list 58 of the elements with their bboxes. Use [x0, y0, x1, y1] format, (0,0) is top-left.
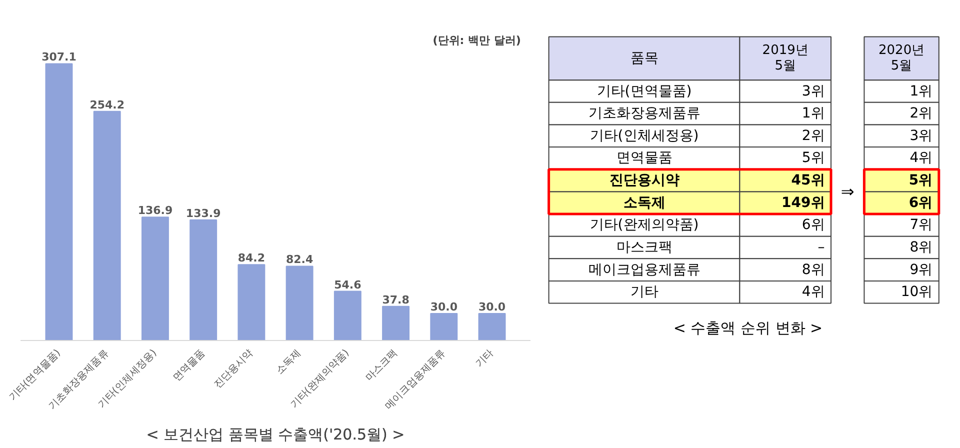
bar: [286, 266, 314, 340]
data-label: 3위: [910, 128, 933, 144]
data-label: 307.1: [42, 50, 76, 64]
bar: [430, 312, 458, 340]
category-label: 소독제: [623, 194, 666, 211]
text: 품목: [630, 50, 658, 66]
bar: [478, 312, 506, 340]
text: < 보건산업 품목별 수출액('20.5월) >: [146, 426, 405, 444]
data-label: 5위: [908, 172, 933, 189]
bar: [93, 110, 121, 340]
bar: [190, 219, 218, 340]
category-label: 기타: [630, 284, 658, 300]
text: < 수출액 순위 변화 >: [673, 319, 823, 338]
category-label: 진단용시약: [609, 172, 680, 189]
bar: [45, 63, 73, 340]
data-label: 6위: [802, 217, 825, 234]
data-label: 1위: [910, 83, 933, 100]
text: (단위: 백만 달러): [432, 34, 521, 48]
data-label: 3위: [802, 83, 825, 100]
data-label: 8위: [910, 240, 933, 256]
category-label: 기타(면역물품): [596, 83, 692, 100]
category-label: 기타(인체세정용): [590, 128, 699, 144]
category-label: 기초화장용제품류: [588, 106, 700, 122]
category-label: 면역물품: [616, 150, 672, 166]
data-label: 4위: [802, 284, 825, 300]
bar: [141, 216, 169, 340]
bar: [382, 306, 410, 340]
data-label: 54.6: [334, 278, 362, 292]
series-label: 2020년 5월: [878, 43, 925, 74]
data-label: 133.9: [186, 206, 221, 220]
data-label: 6위: [908, 194, 933, 211]
data-label: 254.2: [90, 98, 125, 112]
data-label: 82.4: [286, 253, 314, 266]
data-label: 30.0: [478, 300, 506, 314]
data-label: 136.9: [138, 204, 173, 218]
data-label: 2위: [910, 106, 933, 122]
data-label: 8위: [802, 262, 825, 278]
category-label: 메이크업용제품류: [588, 262, 700, 278]
data-label: 45위: [791, 172, 825, 189]
data-label: 10위: [900, 284, 933, 300]
data-label: 7위: [910, 217, 933, 234]
data-label: 37.8: [382, 293, 410, 306]
data-label: 4위: [910, 150, 933, 166]
data-label: 5위: [802, 150, 825, 166]
data-label: 2위: [802, 128, 825, 144]
data-label: 149위: [782, 194, 825, 211]
bar: [238, 264, 266, 340]
bar: [334, 290, 362, 340]
category-label: 기타(완제의약품): [590, 217, 699, 234]
data-label: 30.0: [430, 300, 458, 314]
series-label: 2019년 5월: [762, 43, 808, 74]
x-tick-label: 기타: [474, 348, 496, 370]
category-label: 마스크팩: [616, 240, 672, 256]
data-label: 84.2: [238, 252, 266, 265]
data-label: 9위: [910, 262, 933, 278]
data-label: 1위: [802, 106, 825, 122]
data-label: –: [818, 240, 825, 256]
text: ⇒: [840, 182, 854, 202]
